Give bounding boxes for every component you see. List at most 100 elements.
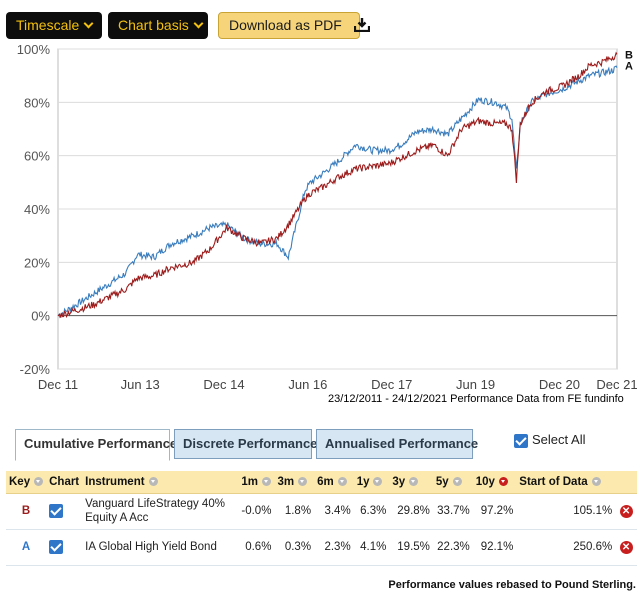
footer-note: Performance values rebased to Pound Ster… xyxy=(388,579,636,591)
col-start-of-data[interactable]: Start of Data xyxy=(516,471,616,494)
row-5y: 22.3% xyxy=(432,529,473,566)
col-6m-label: 6m xyxy=(317,475,334,488)
x-tick-label: Dec 11 xyxy=(38,377,78,392)
col-10y[interactable]: 10y xyxy=(472,471,517,494)
row-chart-cell xyxy=(46,529,83,566)
col-remove xyxy=(615,471,637,494)
timescale-label: Timescale xyxy=(16,17,80,33)
row-3m: 0.3% xyxy=(274,529,315,566)
col-3m-label: 3m xyxy=(277,475,295,488)
col-key-label: Key xyxy=(9,475,31,488)
chart-credit: 23/12/2011 - 24/12/2021 Performance Data… xyxy=(328,393,624,405)
sort-icon xyxy=(298,477,308,487)
col-1y-label: 1y xyxy=(356,475,370,488)
row-remove-cell: ✕ xyxy=(615,529,637,566)
col-3y-label: 3y xyxy=(392,475,406,488)
sort-icon xyxy=(591,477,601,487)
y-tick-label: 20% xyxy=(24,255,50,270)
col-3m[interactable]: 3m xyxy=(274,471,315,494)
row-instrument-link[interactable]: Vanguard LifeStrategy 40% Equity A Acc xyxy=(82,493,239,530)
sort-icon xyxy=(452,477,462,487)
table-row: A IA Global High Yield Bond 0.6% 0.3% 2.… xyxy=(6,529,637,566)
row-1m: -0.0% xyxy=(238,493,275,530)
y-tick-label: 40% xyxy=(24,202,50,217)
x-tick-label: Jun 13 xyxy=(121,377,160,392)
series-a-end-label: A xyxy=(625,61,633,73)
sort-icon xyxy=(337,477,347,487)
row-1y: 4.1% xyxy=(353,529,390,566)
series-b-end-label: B xyxy=(625,49,633,61)
download-pdf-button[interactable]: Download as PDF xyxy=(218,12,370,39)
tab-cumulative-performance[interactable]: Cumulative Performance xyxy=(15,429,177,461)
row-chart-cell xyxy=(46,493,83,530)
y-tick-label: 80% xyxy=(24,95,50,110)
row-10y: 92.1% xyxy=(472,529,517,566)
row-instrument-link[interactable]: IA Global High Yield Bond xyxy=(82,529,239,566)
remove-icon[interactable]: ✕ xyxy=(619,504,633,518)
row-3m: 1.8% xyxy=(274,493,315,530)
row-key: B xyxy=(6,493,47,530)
table-header-row: Key Chart Instrument 1m 3m 6m 1y 3y 5y 1… xyxy=(6,471,637,494)
row-1y: 6.3% xyxy=(353,493,390,530)
row-3y: 19.5% xyxy=(389,529,433,566)
y-tick-label: 60% xyxy=(24,149,50,164)
col-chart-label: Chart xyxy=(49,475,80,488)
x-tick-label: Dec 14 xyxy=(203,377,244,392)
sort-icon xyxy=(148,477,158,487)
row-start-of-data: 250.6% xyxy=(516,529,616,566)
col-key[interactable]: Key xyxy=(6,471,47,494)
performance-table: Key Chart Instrument 1m 3m 6m 1y 3y 5y 1… xyxy=(6,471,637,566)
x-tick-label: Dec 17 xyxy=(371,377,412,392)
table-row: B Vanguard LifeStrategy 40% Equity A Acc… xyxy=(6,493,637,530)
col-1m[interactable]: 1m xyxy=(238,471,275,494)
col-6m[interactable]: 6m xyxy=(314,471,354,494)
timescale-dropdown[interactable]: Timescale xyxy=(6,12,102,39)
sort-icon xyxy=(373,477,383,487)
y-tick-label: -20% xyxy=(20,362,51,377)
download-pdf-label: Download as PDF xyxy=(229,17,342,33)
col-5y-label: 5y xyxy=(435,475,449,488)
tab-annualised-performance[interactable]: Annualised Performance xyxy=(316,429,478,459)
col-chart: Chart xyxy=(46,471,83,494)
series-b-line xyxy=(57,51,618,319)
col-instrument-label: Instrument xyxy=(85,475,145,488)
sort-active-icon xyxy=(498,477,508,487)
col-1m-label: 1m xyxy=(241,475,259,488)
remove-icon[interactable]: ✕ xyxy=(619,540,633,554)
row-start-of-data: 105.1% xyxy=(516,493,616,530)
row-remove-cell: ✕ xyxy=(615,493,637,530)
chart-basis-label: Chart basis xyxy=(118,17,189,33)
sort-icon xyxy=(34,477,44,487)
sort-icon xyxy=(409,477,419,487)
row-1m: 0.6% xyxy=(238,529,275,566)
col-start-label: Start of Data xyxy=(519,475,588,488)
x-tick-label: Jun 19 xyxy=(456,377,495,392)
row-3y: 29.8% xyxy=(389,493,433,530)
y-tick-label: 100% xyxy=(17,42,51,57)
chart-svg: 100% 80% 60% 40% 20% 0% -20%Dec 11 Jun 13 Dec 14… xyxy=(17,42,638,392)
chevron-down-icon xyxy=(83,18,94,29)
select-all-toggle[interactable]: Select All xyxy=(514,432,585,448)
tab-discrete-performance[interactable]: Discrete Performance xyxy=(174,429,317,459)
select-all-label: Select All xyxy=(532,432,586,447)
col-5y[interactable]: 5y xyxy=(432,471,473,494)
col-instrument[interactable]: Instrument xyxy=(82,471,239,494)
col-1y[interactable]: 1y xyxy=(353,471,390,494)
row-chart-checkbox[interactable] xyxy=(49,540,64,554)
col-10y-label: 10y xyxy=(475,475,495,488)
row-chart-checkbox[interactable] xyxy=(49,504,64,518)
download-icon xyxy=(353,17,370,32)
sort-icon xyxy=(262,477,272,487)
x-tick-label: Dec 21 xyxy=(596,377,637,392)
x-tick-label: Jun 16 xyxy=(288,377,327,392)
row-6m: 3.4% xyxy=(314,493,354,530)
x-tick-label: Dec 20 xyxy=(539,377,580,392)
row-10y: 97.2% xyxy=(472,493,517,530)
performance-chart: 100% 80% 60% 40% 20% 0% -20% Dec 11 Jun 13 Dec 14… xyxy=(0,42,642,408)
chevron-down-icon xyxy=(193,18,204,29)
chart-basis-dropdown[interactable]: Chart basis xyxy=(108,12,208,39)
y-tick-label: 0% xyxy=(31,309,50,324)
col-3y[interactable]: 3y xyxy=(389,471,433,494)
row-key: A xyxy=(6,529,47,566)
select-all-checkbox[interactable] xyxy=(514,433,528,448)
